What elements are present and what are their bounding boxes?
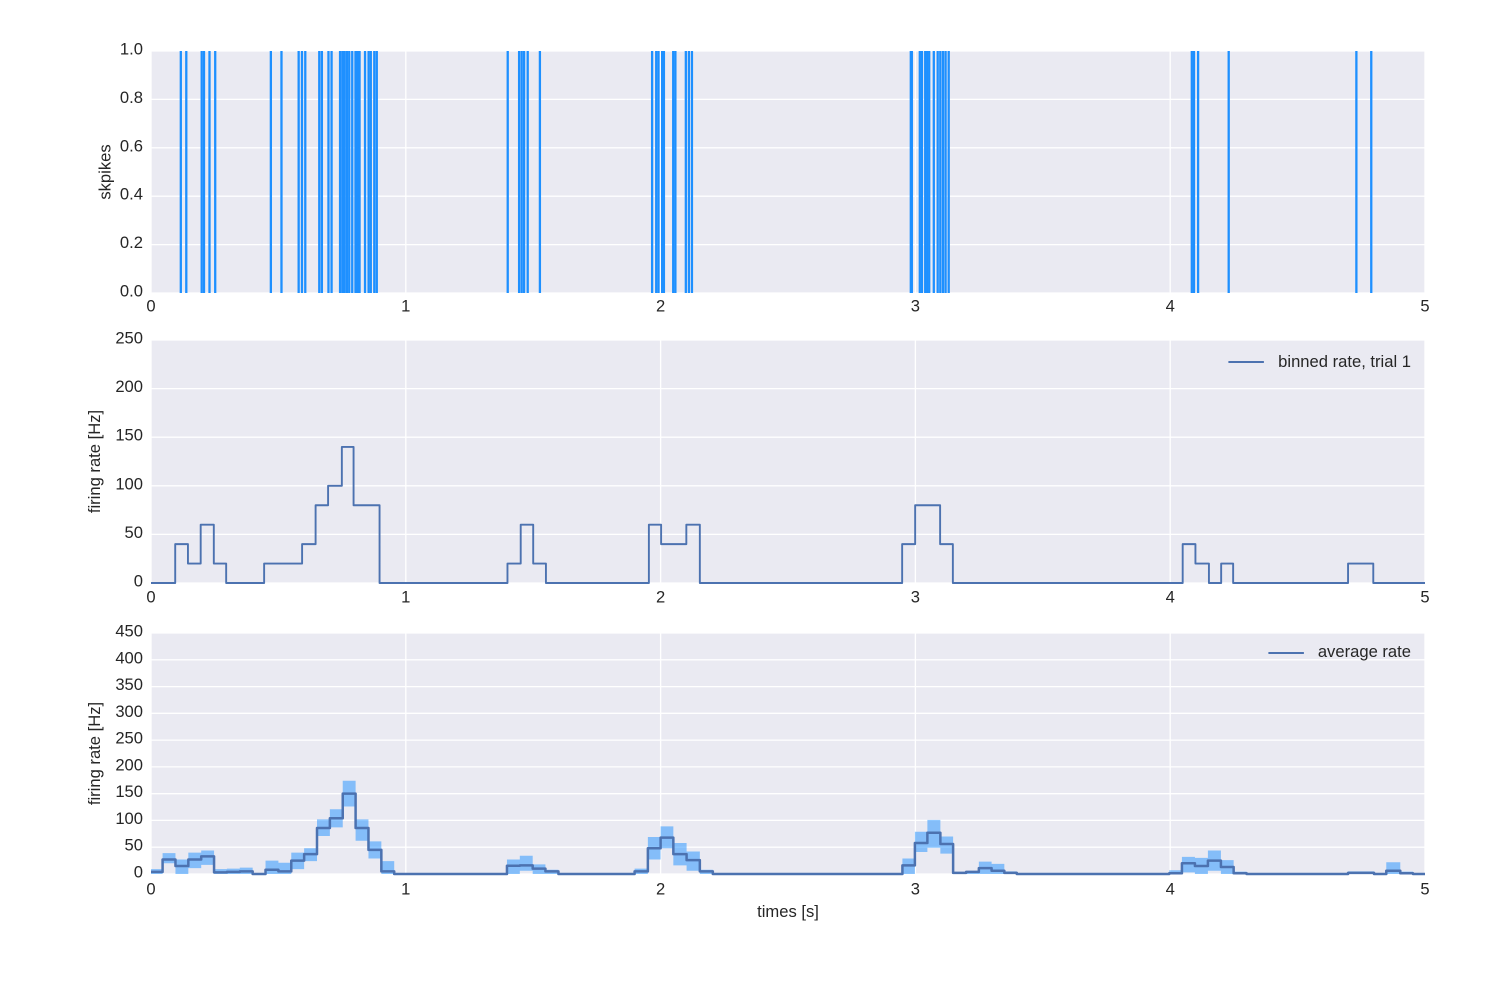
svg-text:0: 0 [146,588,155,607]
svg-text:0: 0 [146,297,155,316]
svg-text:3: 3 [911,880,920,899]
svg-text:firing rate [Hz]: firing rate [Hz] [85,702,104,805]
svg-text:0.2: 0.2 [120,233,143,252]
svg-text:400: 400 [115,648,143,667]
svg-text:2: 2 [656,588,665,607]
svg-text:4: 4 [1166,588,1175,607]
svg-text:250: 250 [115,729,143,748]
svg-text:0: 0 [134,572,143,591]
svg-text:350: 350 [115,675,143,694]
svg-text:skpikes: skpikes [96,144,115,199]
svg-text:50: 50 [125,836,143,855]
svg-text:binned rate, trial 1: binned rate, trial 1 [1278,352,1411,371]
svg-text:50: 50 [125,523,143,542]
svg-text:5: 5 [1420,880,1429,899]
svg-text:2: 2 [656,297,665,316]
svg-text:5: 5 [1420,588,1429,607]
svg-text:300: 300 [115,702,143,721]
svg-text:200: 200 [115,755,143,774]
svg-text:150: 150 [115,426,143,445]
svg-text:200: 200 [115,377,143,396]
svg-text:100: 100 [115,474,143,493]
svg-text:average rate: average rate [1318,642,1411,661]
svg-text:0: 0 [134,863,143,882]
svg-text:100: 100 [115,809,143,828]
svg-text:2: 2 [656,880,665,899]
svg-text:0: 0 [146,880,155,899]
svg-text:1: 1 [401,880,410,899]
svg-text:1.0: 1.0 [120,40,143,59]
svg-text:0.4: 0.4 [120,185,143,204]
svg-text:5: 5 [1420,297,1429,316]
svg-text:times [s]: times [s] [757,902,819,921]
svg-text:1: 1 [401,588,410,607]
svg-text:0.0: 0.0 [120,282,143,301]
svg-text:3: 3 [911,588,920,607]
svg-text:3: 3 [911,297,920,316]
svg-text:250: 250 [115,329,143,348]
svg-text:450: 450 [115,622,143,641]
svg-text:150: 150 [115,782,143,801]
svg-text:4: 4 [1166,297,1175,316]
svg-text:firing rate [Hz]: firing rate [Hz] [85,410,104,513]
svg-text:1: 1 [401,297,410,316]
svg-text:0.8: 0.8 [120,88,143,107]
svg-text:4: 4 [1166,880,1175,899]
svg-text:0.6: 0.6 [120,136,143,155]
